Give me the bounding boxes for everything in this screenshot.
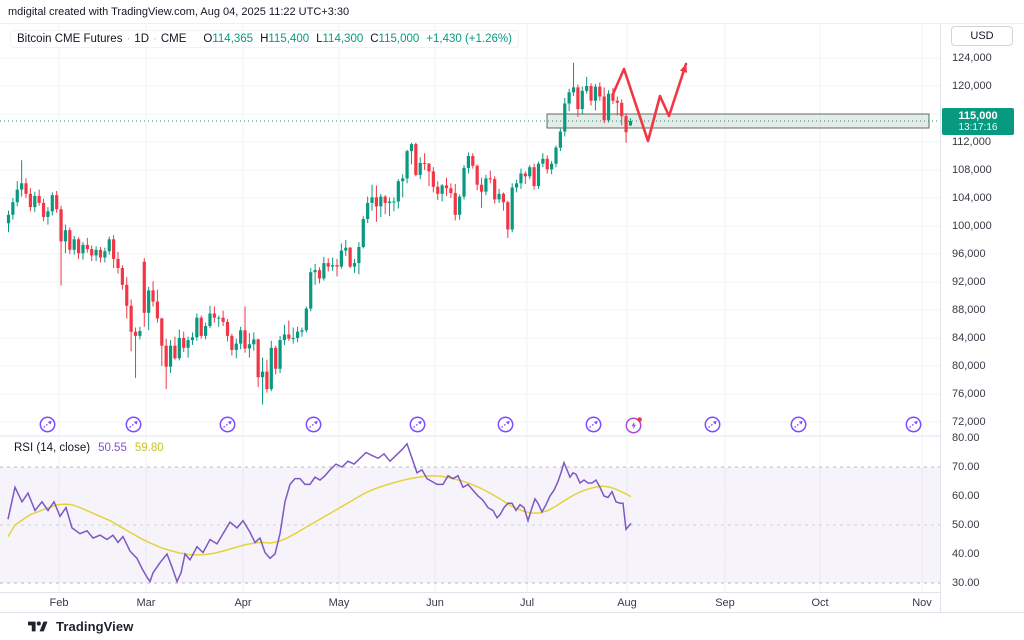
time-tick-label: Oct	[811, 597, 829, 609]
session-jump-marker-icon[interactable]	[219, 416, 236, 433]
price-tick-label: 96,000	[952, 248, 986, 260]
time-axis[interactable]: Feb Mar Apr May Jun Jul Aug Sep Oct Nov	[0, 592, 940, 612]
time-tick-label: Nov	[912, 597, 932, 609]
symbol-title: Bitcoin CME Futures	[17, 33, 123, 45]
price-tick-label: 80,000	[952, 360, 986, 372]
rsi-tick-label: 50.00	[952, 519, 980, 531]
symbol-interval[interactable]: 1D	[134, 33, 149, 45]
price-tick-label: 124,000	[952, 52, 992, 64]
currency-button[interactable]: USD	[951, 26, 1013, 46]
price-axis[interactable]: USD 124,000120,000116,000112,000108,0001…	[940, 24, 1024, 612]
rsi-tick-label: 80.00	[952, 432, 980, 444]
change-value: +1,430 (+1.26%)	[426, 33, 512, 45]
tradingview-brand-link[interactable]: TradingView	[56, 619, 134, 634]
session-jump-marker-icon[interactable]	[125, 416, 142, 433]
rsi-value: 50.55	[98, 442, 127, 454]
price-tick-label: 84,000	[952, 332, 986, 344]
price-tick-label: 72,000	[952, 416, 986, 428]
time-tick-label: Jul	[519, 597, 535, 609]
session-jump-marker-icon[interactable]	[305, 416, 322, 433]
rsi-ma-line	[7, 474, 632, 556]
time-tick-label: Feb	[49, 597, 69, 609]
attribution-text: mdigital created with TradingView.com, A…	[8, 6, 350, 18]
high-value: 115,400	[268, 33, 310, 45]
high-label: H	[260, 33, 269, 45]
footer-bar: TradingView	[0, 612, 1024, 640]
rsi-line	[7, 442, 632, 584]
chart-canvas[interactable]	[0, 24, 940, 592]
price-tick-label: 92,000	[952, 276, 986, 288]
session-jump-marker-icon[interactable]	[585, 416, 602, 433]
session-jump-marker-icon[interactable]	[790, 416, 807, 433]
grid-layer	[0, 24, 940, 592]
legend-separator: ·	[126, 33, 131, 45]
time-tick-label: Apr	[234, 597, 252, 609]
session-jump-marker-icon[interactable]	[905, 416, 922, 433]
price-tick-label: 76,000	[952, 388, 986, 400]
legend-separator: ·	[153, 33, 157, 45]
low-label: L	[316, 33, 323, 45]
attribution-bar: mdigital created with TradingView.com, A…	[0, 0, 1024, 24]
tradingview-logo-icon[interactable]	[28, 619, 48, 634]
open-value: 114,365	[212, 33, 254, 45]
close-label: C	[370, 33, 379, 45]
time-tick-label: Mar	[136, 597, 156, 609]
time-tick-label: Aug	[617, 597, 637, 609]
rsi-legend: RSI (14, close) 50.55 59.80	[10, 441, 168, 455]
price-tick-label: 120,000	[952, 80, 992, 92]
low-value: 114,300	[322, 33, 364, 45]
symbol-exchange: CME	[160, 33, 187, 45]
projection-arrow[interactable]	[611, 62, 688, 143]
alert-event-marker-icon[interactable]	[625, 416, 642, 434]
rsi-tick-label: 30.00	[952, 577, 980, 589]
session-jump-marker-icon[interactable]	[39, 416, 56, 433]
rsi-title: RSI (14, close)	[14, 442, 91, 454]
bar-close-countdown: 13:17:16	[958, 122, 998, 133]
candles-layer	[6, 62, 633, 405]
price-tick-label: 100,000	[952, 220, 992, 232]
time-tick-label: Jun	[426, 597, 444, 609]
price-tick-label: 88,000	[952, 304, 986, 316]
rsi-tick-label: 70.00	[952, 461, 980, 473]
price-tick-label: 112,000	[952, 136, 991, 148]
last-price-value: 115,000	[958, 110, 998, 122]
rsi-tick-label: 40.00	[952, 548, 980, 560]
rsi-ma-value: 59.80	[134, 442, 164, 454]
session-jump-marker-icon[interactable]	[497, 416, 514, 433]
price-tick-label: 108,000	[952, 164, 992, 176]
session-jump-marker-icon[interactable]	[409, 416, 426, 433]
time-tick-label: May	[328, 597, 350, 609]
close-value: 115,000	[378, 33, 420, 45]
chart-area[interactable]: Bitcoin CME Futures · 1D · CME O114,365 H115,4…	[0, 24, 1024, 612]
price-tick-label: 104,000	[952, 192, 992, 204]
symbol-legend: Bitcoin CME Futures · 1D · CME O114,365 H115,4…	[10, 30, 519, 48]
open-label: O	[203, 33, 213, 45]
time-tick-label: Sep	[715, 597, 735, 609]
session-jump-marker-icon[interactable]	[704, 416, 721, 433]
last-price-label: 115,000 13:17:16	[942, 108, 1014, 135]
rsi-tick-label: 60.00	[952, 490, 980, 502]
